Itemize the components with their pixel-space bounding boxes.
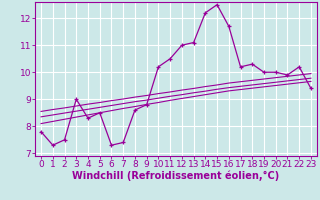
X-axis label: Windchill (Refroidissement éolien,°C): Windchill (Refroidissement éolien,°C)	[72, 171, 280, 181]
